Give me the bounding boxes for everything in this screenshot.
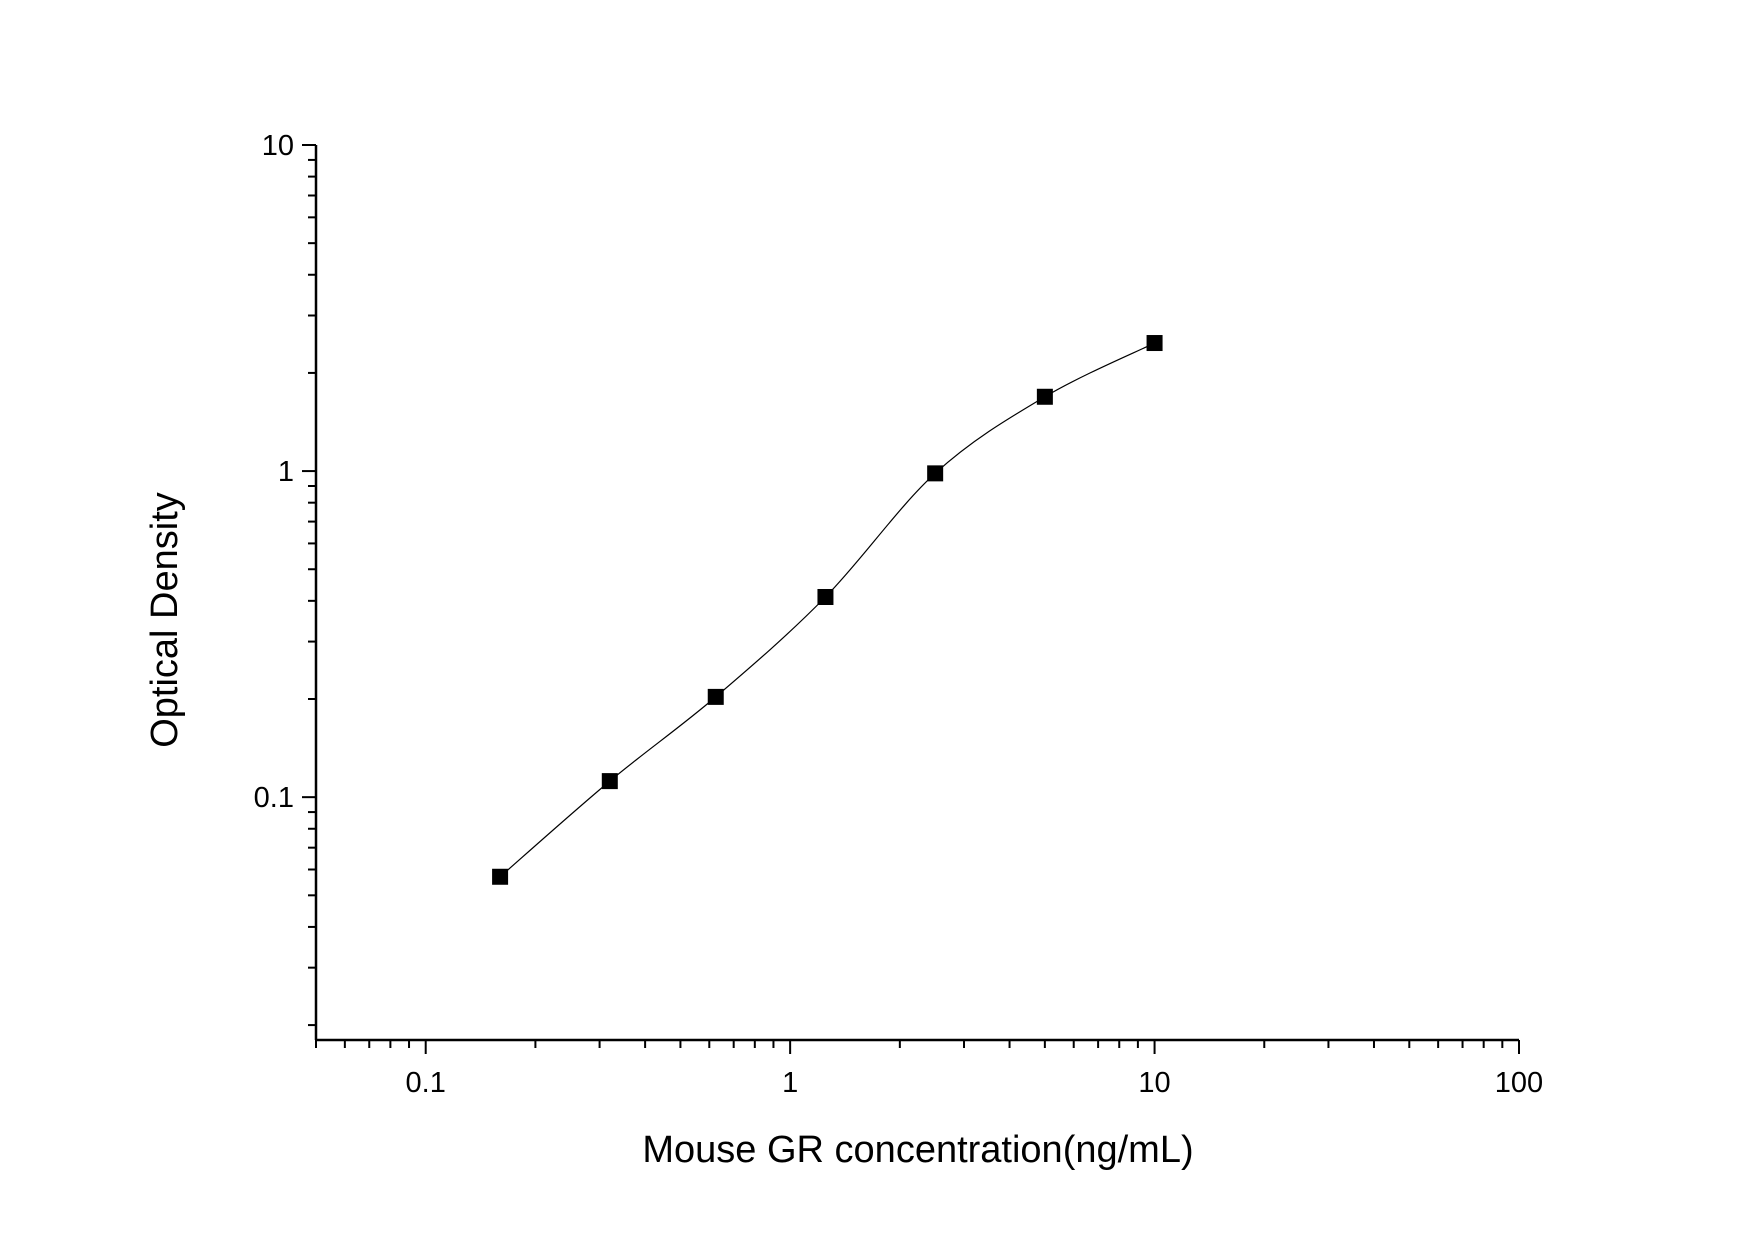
data-point	[707, 688, 724, 705]
y-tick-label: 1	[278, 456, 294, 488]
y-tick-label: 10	[262, 130, 294, 162]
x-tick-label: 10	[1138, 1067, 1170, 1099]
y-tick-label: 0.1	[254, 782, 294, 814]
x-axis-title: Mouse GR concentration(ng/mL)	[642, 1129, 1193, 1171]
data-point	[817, 588, 834, 605]
x-tick-label: 1	[782, 1067, 798, 1099]
tick-labels: 0.1 1 10 100 0.1 1 10	[254, 130, 1544, 1099]
x-tick-label: 0.1	[406, 1067, 446, 1099]
data-point	[927, 465, 944, 482]
data-point	[492, 868, 509, 885]
x-tick-label: 100	[1495, 1067, 1543, 1099]
y-axis-title: Optical Density	[144, 492, 186, 748]
data-point	[1036, 388, 1053, 405]
data-points	[492, 335, 1163, 885]
data-point	[1146, 335, 1163, 352]
data-point	[601, 773, 618, 790]
fit-curve	[499, 342, 1155, 878]
axes	[302, 144, 1520, 1054]
